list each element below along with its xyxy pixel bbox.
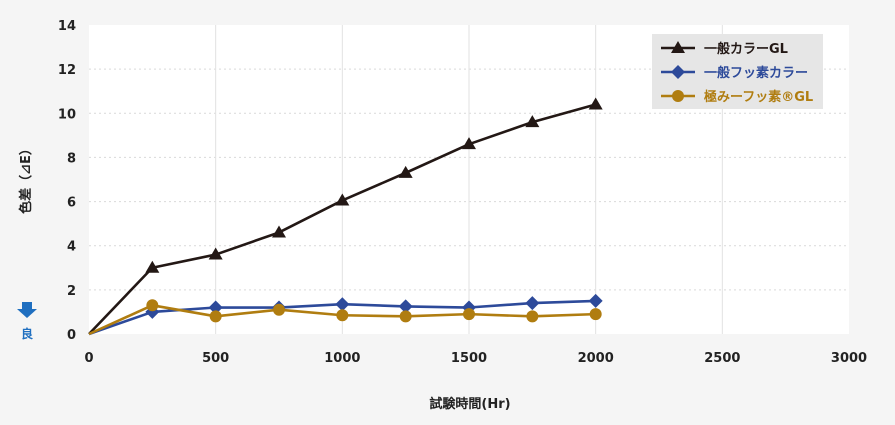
down-arrow-icon [17,302,37,318]
circle-marker [526,310,539,323]
y-tick-label: 2 [67,284,76,299]
diamond-marker [335,297,350,312]
x-tick-label: 500 [202,351,229,366]
triangle-marker [525,115,540,128]
legend-label: 極みーフッ素®GL [703,89,813,105]
y-tick-label: 12 [58,63,76,78]
better-indicator: 良 [17,302,37,341]
y-tick-label: 4 [67,240,76,255]
data-series [88,299,602,336]
diamond-marker [525,296,540,311]
x-axis-title: 試験時間(Hr) [429,396,510,412]
diamond-marker [588,293,603,308]
y-tick-labels: 0 2 4 6 8 10 12 14 [58,19,76,343]
circle-marker [399,310,412,323]
y-tick-label: 0 [67,328,76,343]
triangle-marker [208,247,223,260]
y-axis-title: 色差（⊿E） [18,142,34,214]
y-tick-label: 14 [58,19,76,34]
diamond-marker [398,299,413,314]
x-tick-label: 0 [84,351,93,366]
legend-label: 一般フッ素カラー [704,65,808,81]
legend-label: 一般カラーGL [704,41,788,57]
circle-marker [273,303,285,316]
triangle-marker [588,97,603,110]
triangle-marker [145,260,160,273]
circle-marker [336,309,349,322]
x-tick-label: 3000 [831,351,867,366]
x-tick-label: 2500 [704,351,740,366]
x-tick-label: 2000 [578,351,614,366]
circle-marker [146,299,159,312]
circle-marker [463,308,475,321]
y-tick-label: 6 [67,196,76,211]
triangle-marker [671,41,685,53]
x-tick-label: 1500 [451,351,487,366]
series-layer [88,97,603,336]
circle-marker [209,310,222,323]
better-label: 良 [21,326,33,341]
triangle-marker [272,225,286,238]
diamond-marker [671,65,685,79]
triangle-marker [398,165,413,178]
triangle-marker [335,193,350,206]
x-tick-labels: 0 500 1000 1500 2000 2500 3000 [84,351,867,366]
circle-marker [589,308,602,321]
circle-marker [672,90,684,102]
y-tick-label: 10 [58,107,76,122]
data-series [88,97,603,335]
y-tick-label: 8 [67,151,76,166]
triangle-marker [462,137,476,150]
diamond-marker [208,300,223,315]
x-tick-label: 1000 [324,351,360,366]
